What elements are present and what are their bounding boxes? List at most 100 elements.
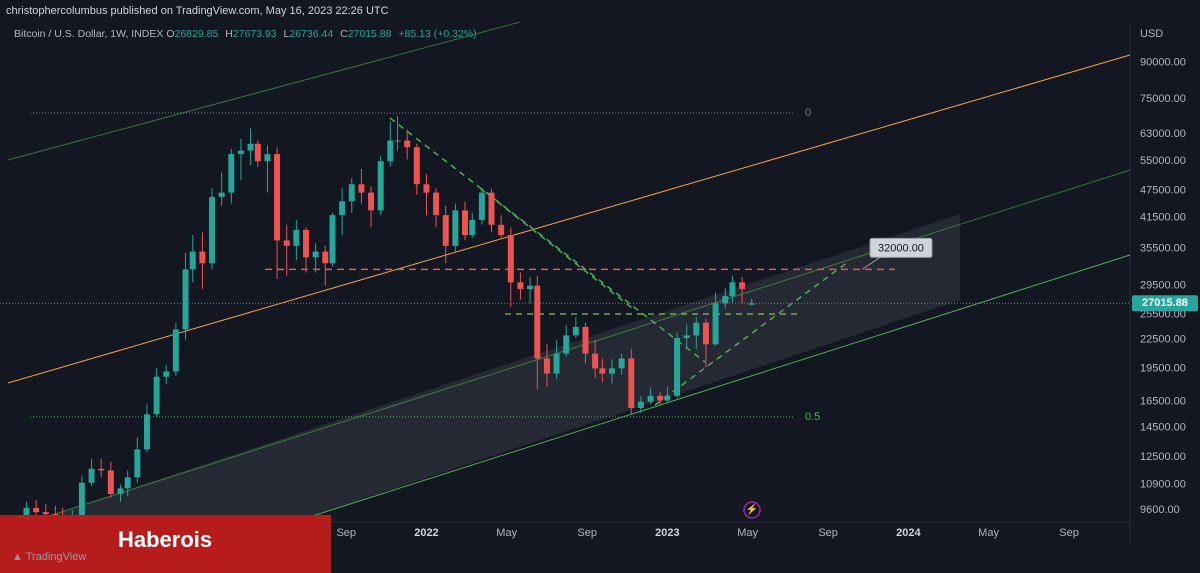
candle-body <box>254 143 261 162</box>
y-tick-label: 75000.00 <box>1140 93 1186 105</box>
candle-body <box>312 251 319 258</box>
candle-body <box>442 215 449 246</box>
event-icon <box>743 501 761 519</box>
y-tick-label: 47500.00 <box>1140 184 1186 196</box>
candle-body <box>657 395 664 401</box>
y-tick-label: 14500.00 <box>1140 422 1186 434</box>
candle-body <box>124 477 131 489</box>
candle-body <box>172 329 179 372</box>
y-tick-label: 55000.00 <box>1140 155 1186 167</box>
candle-body <box>507 235 514 283</box>
trend-line <box>654 261 849 406</box>
ohlc-label: C <box>340 28 348 40</box>
candle-body <box>283 240 290 246</box>
candle-body <box>33 507 40 513</box>
candle-body <box>674 338 681 396</box>
candle-body <box>664 395 671 401</box>
candle-body <box>729 282 736 297</box>
y-tick-label: 9600.00 <box>1140 504 1180 516</box>
candle-body <box>274 154 281 241</box>
y-tick-label: 22500.00 <box>1140 334 1186 346</box>
candle-body <box>527 285 534 290</box>
candle-body <box>377 161 384 211</box>
watermark-box: Haberois <box>0 515 331 573</box>
candle-body <box>247 143 254 151</box>
candle-body <box>534 285 541 359</box>
candle-body <box>107 470 114 494</box>
ohlc-label: L <box>283 28 290 40</box>
candle-body <box>478 192 485 220</box>
candle-body <box>722 296 729 304</box>
candle-body <box>228 154 235 193</box>
ohlc-label: H <box>225 28 233 40</box>
trend-line <box>389 117 706 363</box>
candle-body <box>553 353 560 374</box>
channel-fill <box>30 214 960 522</box>
callout-box <box>869 237 933 258</box>
candle-body <box>322 251 329 264</box>
y-tick-label: 90000.00 <box>1140 57 1186 69</box>
fib-label: 0 <box>805 107 811 119</box>
candle-body <box>423 184 430 193</box>
x-tick-label: Sep <box>336 527 356 539</box>
x-tick-label: May <box>496 527 517 539</box>
candle-body <box>218 192 225 197</box>
plot <box>0 112 1130 532</box>
x-tick-label: 2024 <box>896 527 921 539</box>
ohlc-value: 26736.44 <box>289 28 334 40</box>
y-tick-label: 63000.00 <box>1140 128 1186 140</box>
candle-body <box>572 326 579 336</box>
candle-body <box>209 196 216 264</box>
candle-body <box>498 224 505 236</box>
y-axis-label: USD <box>1140 28 1163 40</box>
x-tick-label: 2023 <box>655 527 679 539</box>
y-tick-label: 10900.00 <box>1140 479 1186 491</box>
y-tick-label: 29500.00 <box>1140 280 1186 292</box>
symbol: Bitcoin / U.S. Dollar, 1W, INDEX <box>14 28 164 40</box>
ohlc-value: 27673.93 <box>232 28 277 40</box>
last-price-tag <box>1132 295 1198 312</box>
y-tick-label: 16500.00 <box>1140 396 1186 408</box>
candle-body <box>582 326 589 354</box>
channel-line <box>29 169 1131 523</box>
candle-body <box>517 282 524 290</box>
ohlc-label: O <box>166 28 175 40</box>
event-icon: ⚡ <box>746 503 758 516</box>
y-tick-label: 19500.00 <box>1140 362 1186 374</box>
change: +85.13 (+0.32%) <box>398 28 477 40</box>
y-tick-label: 12500.00 <box>1140 451 1186 463</box>
footer: ▲ TradingView <box>12 551 87 563</box>
fib-label: 0.5 <box>805 411 820 423</box>
candle-body <box>189 251 196 270</box>
ohlc-value: 26829.85 <box>174 28 219 40</box>
candle-body <box>339 201 346 216</box>
candle-body <box>293 229 300 246</box>
candle-body <box>404 140 411 148</box>
candle-body <box>358 184 365 193</box>
candle-body <box>563 335 570 354</box>
y-tick-label: 35500.00 <box>1140 243 1186 255</box>
candle-body <box>702 322 709 345</box>
candle-body <box>469 219 476 236</box>
candle-body <box>143 414 150 450</box>
watermark: Haberois <box>118 527 213 552</box>
candle-body <box>182 269 189 330</box>
candle-body <box>348 184 355 202</box>
candle-body <box>413 147 420 185</box>
candle-body <box>608 368 615 374</box>
candle-body <box>387 140 394 162</box>
footer-text: TradingView <box>25 551 87 563</box>
candle-body <box>303 229 309 258</box>
ohlc-value: 27015.88 <box>347 28 392 40</box>
candle-body <box>264 154 271 162</box>
candle-body <box>543 358 550 374</box>
candle-body <box>628 358 635 408</box>
x-tick-label: Sep <box>1059 527 1079 539</box>
channel-line <box>299 254 1131 521</box>
publisher: christophercolumbus published on Trading… <box>6 5 389 17</box>
candle-body <box>98 468 105 471</box>
x-tick-label: May <box>978 527 999 539</box>
